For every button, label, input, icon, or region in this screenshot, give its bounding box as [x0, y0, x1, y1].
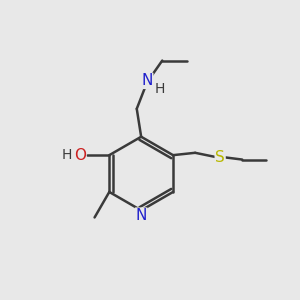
- Text: S: S: [215, 150, 225, 165]
- Text: O: O: [74, 148, 86, 163]
- Text: N: N: [136, 208, 147, 223]
- Text: H: H: [154, 82, 165, 96]
- Text: H: H: [61, 148, 72, 162]
- Text: N: N: [141, 73, 153, 88]
